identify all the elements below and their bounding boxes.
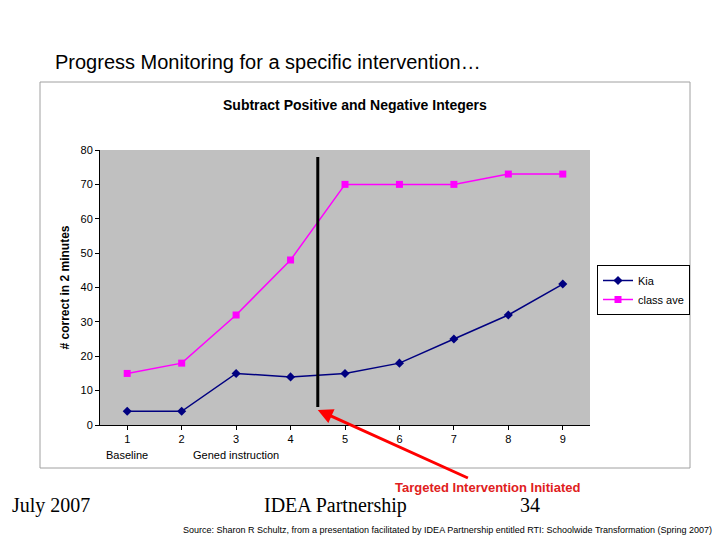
- svg-text:July 2007: July 2007: [12, 494, 90, 517]
- svg-text:80: 80: [81, 144, 93, 156]
- svg-text:2: 2: [179, 433, 185, 445]
- svg-text:1: 1: [124, 433, 130, 445]
- svg-text:0: 0: [87, 419, 93, 431]
- svg-text:5: 5: [342, 433, 348, 445]
- svg-text:30: 30: [81, 316, 93, 328]
- svg-text:Targeted Intervention Initiate: Targeted Intervention Initiated: [395, 480, 580, 495]
- svg-text:50: 50: [81, 247, 93, 259]
- svg-text:6: 6: [396, 433, 402, 445]
- svg-text:70: 70: [81, 178, 93, 190]
- svg-text:10: 10: [81, 384, 93, 396]
- svg-text:IDEA Partnership: IDEA Partnership: [264, 494, 407, 517]
- svg-text:60: 60: [81, 213, 93, 225]
- svg-text:7: 7: [451, 433, 457, 445]
- svg-text:20: 20: [81, 350, 93, 362]
- svg-text:40: 40: [81, 281, 93, 293]
- svg-text:Kia: Kia: [638, 275, 655, 287]
- svg-text:Gened instruction: Gened instruction: [193, 449, 279, 461]
- svg-text:class ave: class ave: [638, 294, 684, 306]
- svg-text:34: 34: [520, 494, 540, 516]
- svg-text:3: 3: [233, 433, 239, 445]
- svg-text:Progress Monitoring for a spec: Progress Monitoring for a specific inter…: [55, 51, 481, 73]
- svg-text:Baseline: Baseline: [106, 449, 148, 461]
- svg-text:Subtract Positive and Negative: Subtract Positive and Negative Integers: [223, 97, 487, 113]
- svg-text:4: 4: [287, 433, 293, 445]
- svg-text:9: 9: [560, 433, 566, 445]
- svg-text:Source: Sharon R Schultz, from: Source: Sharon R Schultz, from a present…: [183, 525, 712, 535]
- svg-text:# correct in 2 minutes: # correct in 2 minutes: [58, 225, 72, 349]
- svg-text:8: 8: [505, 433, 511, 445]
